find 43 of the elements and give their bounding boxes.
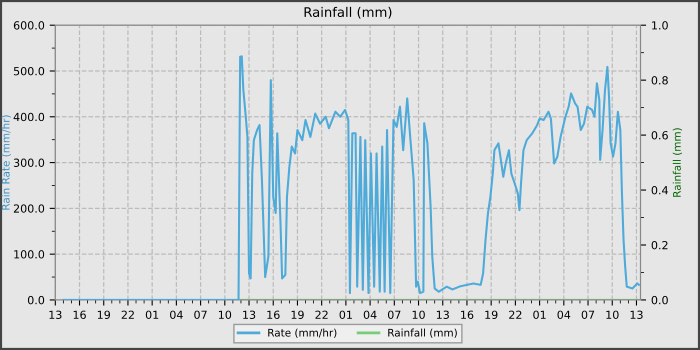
x-tick-label: 16: [267, 310, 280, 319]
x-tick-label: 19: [98, 310, 110, 319]
y-tick-label: 300.0: [14, 158, 44, 167]
x-tick-label: 13: [49, 310, 62, 319]
x-tick-label: 07: [388, 310, 400, 319]
y-tick-label: 500.0: [14, 66, 44, 76]
x-tick-label: 22: [509, 310, 522, 319]
x-tick-label: 04: [364, 310, 377, 319]
y-tick-label: 200.0: [14, 204, 44, 213]
y2-axis-title: Rainfall (mm): [672, 128, 682, 197]
y2-tick-label: 0.2: [652, 240, 668, 250]
y2-tick-label: 0.4: [652, 186, 668, 194]
x-tick-label: 10: [412, 310, 425, 319]
y2-tick-label: 0.0: [652, 296, 668, 304]
x-tick-label: 19: [292, 310, 304, 319]
x-tick-label: 01: [340, 310, 352, 319]
y-axis-title: Rain Rate (mm/hr): [2, 115, 11, 210]
x-tick-label: 10: [218, 310, 232, 319]
x-tick-label: 13: [630, 310, 643, 319]
x-tick-label: 16: [74, 310, 86, 319]
x-tick-label: 13: [436, 310, 449, 319]
y2-tick-label: 0.8: [652, 76, 668, 85]
x-tick-label: 04: [170, 310, 183, 319]
y-tick-label: 0.0: [28, 296, 44, 304]
x-tick-label: 10: [606, 310, 619, 319]
x-tick-label: 22: [315, 310, 328, 319]
x-tick-label: 16: [461, 310, 474, 319]
x-tick-label: 01: [533, 310, 546, 319]
x-tick-label: 13: [243, 310, 256, 319]
legend-label: Rate (mm/hr): [268, 328, 336, 338]
y2-tick-label: 0.6: [652, 131, 668, 140]
x-tick-label: 04: [557, 310, 570, 319]
y-tick-label: 100.0: [14, 250, 44, 259]
x-tick-label: 07: [194, 310, 207, 319]
x-tick-label: 07: [582, 310, 594, 319]
x-tick-label: 19: [485, 310, 498, 319]
chart-title: Rainfall (mm): [304, 6, 392, 19]
y-tick-label: 400.0: [14, 112, 44, 122]
x-tick-label: 01: [146, 310, 158, 319]
y-tick-label: 600.0: [14, 21, 44, 30]
x-tick-label: 22: [122, 310, 134, 319]
legend-label: Rainfall (mm): [388, 328, 457, 338]
y2-tick-label: 1.0: [652, 21, 668, 30]
